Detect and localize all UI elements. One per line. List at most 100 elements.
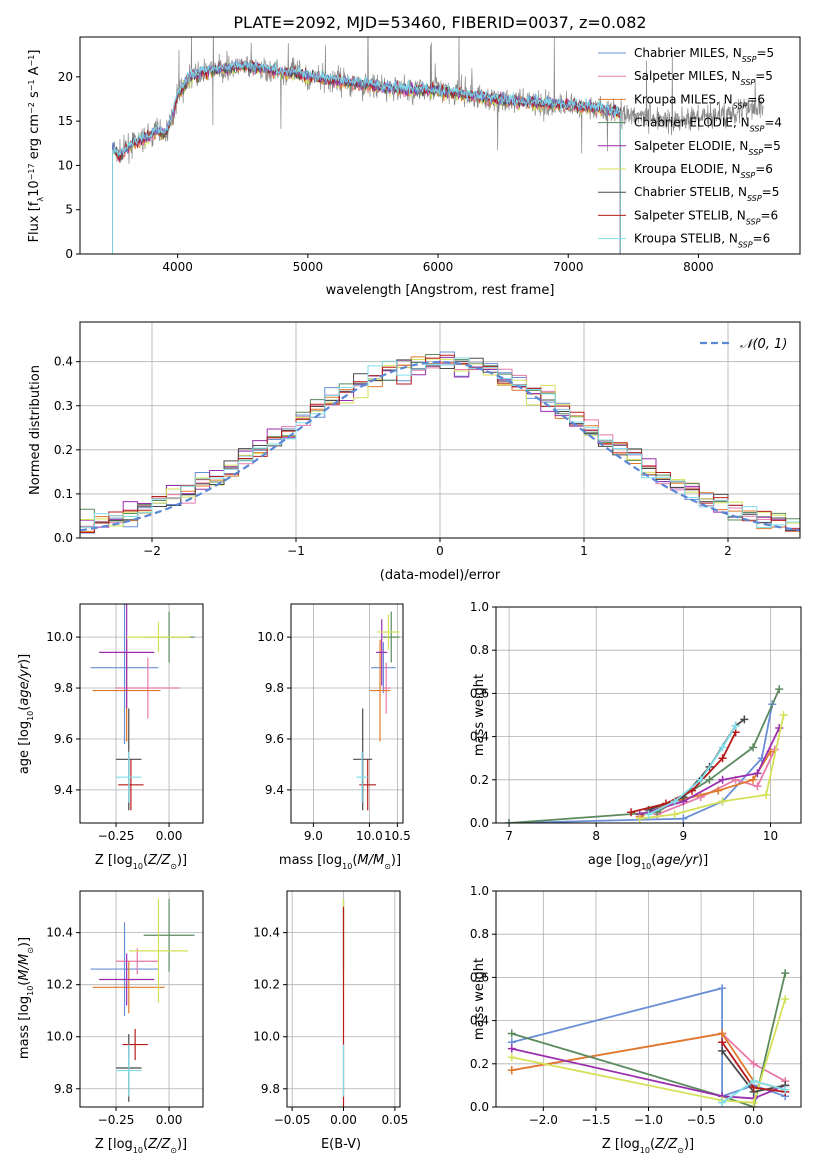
y-tick-label: 10.0	[253, 1030, 280, 1044]
series-marker-kroupa_elodie	[635, 814, 644, 823]
weight_vs_age-plot-area	[505, 685, 788, 823]
series-marker-kroupa_miles	[507, 1066, 516, 1075]
weight-vs-age-ylabel: mass weight	[472, 674, 487, 756]
series-marker-kroupa_stelib	[718, 1098, 727, 1107]
age-vs-Z-xlabel: Z [log10(Z/Z⊙)]	[95, 853, 187, 871]
series-marker-salpeter_stelib	[627, 808, 636, 817]
x-tick-label: 9	[680, 829, 688, 843]
legend-label-kroupa_miles: Kroupa MILES, NSSP=6	[634, 92, 765, 110]
weight-vs-Z-xlabel: Z [log10(Z/Z⊙)]	[602, 1137, 694, 1155]
legend-label-salpeter_miles: Salpeter MILES, NSSP=5	[634, 69, 773, 87]
y-tick-label: 0.2	[54, 443, 73, 457]
spectrum-ylabel: Flux [fλ10−17 erg cm−2 s−1 A−1]	[27, 50, 45, 243]
weight_vs_age-frame	[495, 606, 802, 824]
series-line-chabrier_elodie	[509, 688, 781, 823]
x-tick-label: 0	[436, 544, 444, 558]
x-tick-label: −1	[287, 544, 305, 558]
series-marker-kroupa_elodie	[779, 711, 788, 719]
x-tick-label: −1.0	[634, 1113, 663, 1127]
x-tick-label: −0.25	[98, 829, 135, 843]
y-tick-label: 0.4	[470, 730, 489, 744]
y-tick-label: 1.0	[470, 884, 489, 898]
series-marker-kroupa_stelib	[670, 797, 679, 806]
residuals-xlabel: (data-model)/error	[380, 568, 501, 583]
series-marker-chabrier_elodie	[775, 685, 784, 694]
y-tick-label: 10	[58, 158, 73, 172]
spectrum-model-kroupa_elodie	[112, 62, 621, 254]
y-tick-label: 0.0	[470, 1100, 489, 1114]
x-tick-label: 10	[763, 829, 778, 843]
spectrum-plot-area	[112, 37, 764, 254]
legend-label-chabrier_elodie: Chabrier ELODIE, NSSP=4	[634, 116, 782, 134]
series-marker-salpeter_elodie	[718, 775, 727, 784]
y-tick-label: 9.8	[261, 1082, 280, 1096]
residuals-axes: −2 −1 0 1 2 0.0 0.1 0.2 0.3 0.4	[54, 321, 801, 558]
y-tick-label: 9.8	[54, 1082, 73, 1096]
y-tick-label: 9.8	[54, 681, 73, 695]
series-marker-kroupa_miles	[749, 775, 758, 784]
series-marker-kroupa_elodie	[762, 790, 771, 799]
y-tick-label: 0.0	[54, 531, 73, 545]
series-marker-kroupa_elodie	[507, 1053, 516, 1062]
series-marker-salpeter_elodie	[507, 1044, 516, 1053]
series-marker-kroupa_stelib	[718, 743, 727, 752]
series-marker-kroupa_elodie	[781, 995, 790, 1003]
figure-title: PLATE=2092, MJD=53460, FIBERID=0037, z=0…	[233, 13, 646, 32]
series-marker-chabrier_miles	[718, 984, 727, 993]
normal-curve	[80, 360, 800, 532]
series-marker-chabrier_elodie	[749, 743, 758, 752]
x-tick-label: −0.25	[98, 1113, 135, 1127]
mass-vs-Z-ylabel: mass [log10(M/M⊙)]	[17, 937, 35, 1059]
series-marker-chabrier_elodie	[507, 1029, 516, 1038]
y-tick-label: 1.0	[470, 600, 489, 614]
legend-label-salpeter_elodie: Salpeter ELODIE, NSSP=5	[634, 139, 781, 157]
x-tick-label: 6000	[423, 260, 454, 274]
y-tick-label: 0.6	[470, 970, 489, 984]
weight-vs-Z-ylabel: mass weight	[472, 958, 487, 1040]
series-marker-kroupa_stelib	[731, 721, 740, 730]
series-marker-kroupa_stelib	[696, 775, 705, 784]
legend-label-salpeter_stelib: Salpeter STELIB, NSSP=6	[634, 208, 778, 226]
y-tick-label: 10.2	[253, 978, 280, 992]
x-tick-label: 0.00	[330, 1113, 357, 1127]
legend-label-kroupa_elodie: Kroupa ELODIE, NSSP=6	[634, 162, 773, 180]
series-marker-chabrier_elodie	[705, 775, 714, 784]
series-marker-chabrier_elodie	[505, 819, 514, 823]
series-marker-chabrier_miles	[679, 814, 688, 823]
y-tick-label: 9.8	[265, 681, 284, 695]
x-tick-label: −2	[143, 544, 161, 558]
y-tick-label: 0.4	[54, 355, 73, 369]
x-tick-label: 0.05	[382, 1113, 409, 1127]
weight-vs-age-xlabel: age [log10(age/yr)]	[588, 853, 708, 871]
spectrum-model-salpeter_stelib	[112, 60, 621, 254]
x-tick-label: 2	[724, 544, 732, 558]
series-line-salpeter_elodie	[511, 1047, 786, 1100]
series-marker-chabrier_stelib	[718, 1046, 727, 1055]
legend-label-kroupa_stelib: Kroupa STELIB, NSSP=6	[634, 232, 770, 250]
series-line-kroupa_elodie	[511, 998, 787, 1104]
series-marker-chabrier_elodie	[781, 969, 790, 978]
x-tick-label: 0.0	[744, 1113, 763, 1127]
spectrum-model-salpeter_elodie	[112, 61, 621, 254]
x-tick-label: 10.5	[384, 829, 411, 843]
y-tick-label: 9.6	[54, 732, 73, 746]
age-vs-mass-xlabel: mass [log10(M/M⊙)]	[279, 853, 401, 871]
x-tick-label: 8	[592, 829, 600, 843]
y-tick-label: 10.4	[46, 926, 73, 940]
age_vs_Z-plot-area	[90, 604, 195, 811]
residuals-plot-area	[80, 351, 800, 534]
y-tick-label: 0.4	[470, 1014, 489, 1028]
legend-label-chabrier_miles: Chabrier MILES, NSSP=5	[634, 46, 774, 64]
legend-label-chabrier_stelib: Chabrier STELIB, NSSP=5	[634, 185, 779, 203]
y-tick-label: 0.1	[54, 487, 73, 501]
normal-legend-label: 𝒩(0, 1)	[740, 337, 787, 352]
series-marker-salpeter_miles	[753, 782, 762, 791]
y-tick-label: 20	[58, 70, 73, 84]
age_vs_mass-plot-area	[353, 611, 400, 811]
y-tick-label: 0.3	[54, 399, 73, 413]
y-tick-label: 10.4	[253, 926, 280, 940]
y-tick-label: 0	[65, 247, 73, 261]
spectrum-data-line	[112, 37, 764, 164]
series-marker-salpeter_stelib	[718, 754, 727, 763]
